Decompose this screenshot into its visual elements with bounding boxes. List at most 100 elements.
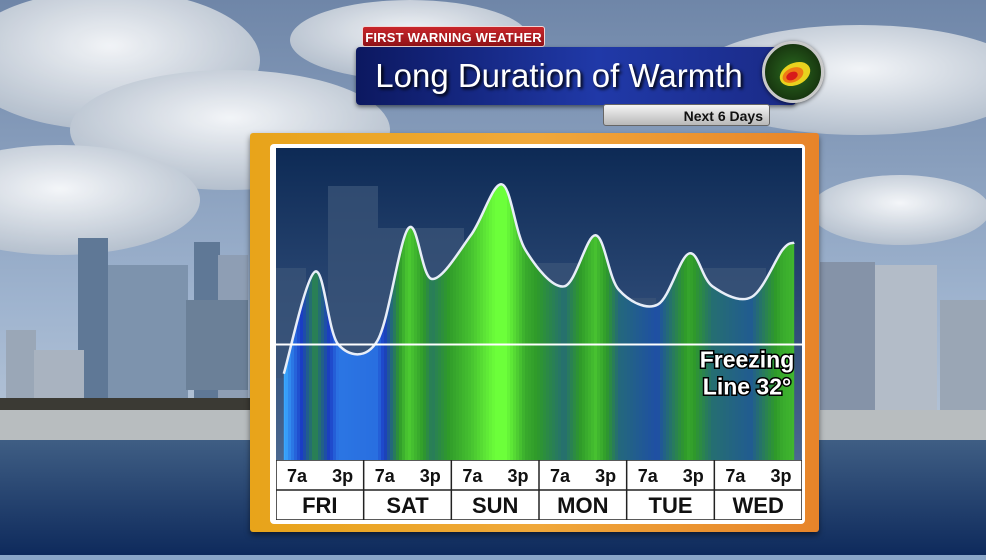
temperature-band: [555, 184, 559, 461]
temperature-band: [507, 184, 511, 461]
temperature-band: [759, 184, 763, 461]
temperature-band: [717, 184, 721, 461]
temperature-band: [426, 184, 430, 461]
temperature-band: [786, 184, 790, 461]
temperature-band: [444, 184, 448, 461]
temperature-band: [414, 184, 418, 461]
temperature-band: [753, 184, 757, 461]
temperature-band: [522, 184, 526, 461]
time-tick-label: 3p: [420, 466, 441, 486]
temperature-band: [600, 184, 604, 461]
temperature-band: [639, 184, 643, 461]
temperature-band: [432, 184, 436, 461]
temperature-band: [687, 184, 691, 461]
temperature-band: [324, 184, 328, 461]
temperature-band: [327, 184, 331, 461]
temperature-band: [411, 184, 415, 461]
temperature-band: [537, 184, 541, 461]
temperature-band: [654, 184, 658, 461]
temperature-band: [441, 184, 445, 461]
temperature-band: [579, 184, 583, 461]
page-title: Long Duration of Warmth: [375, 57, 743, 94]
temperature-band: [390, 184, 394, 461]
day-label: SUN: [472, 493, 518, 518]
temperature-band: [510, 184, 514, 461]
day-label: FRI: [302, 493, 337, 518]
temperature-band: [729, 184, 733, 461]
temperature-band: [636, 184, 640, 461]
temperature-band: [681, 184, 685, 461]
temperature-band: [768, 184, 772, 461]
temperature-band: [477, 184, 481, 461]
temperature-band: [438, 184, 442, 461]
temperature-band: [384, 184, 388, 461]
temperature-band: [567, 184, 571, 461]
time-tick-label: 7a: [462, 466, 483, 486]
subtitle-badge: Next 6 Days: [603, 104, 770, 126]
temperature-band: [447, 184, 451, 461]
day-label: TUE: [649, 493, 693, 518]
radar-logo-icon: [762, 41, 824, 103]
temperature-band: [408, 184, 412, 461]
temperature-band: [708, 184, 712, 461]
time-tick-label: 3p: [507, 466, 528, 486]
time-tick-label: 7a: [725, 466, 746, 486]
temperature-band: [711, 184, 715, 461]
temperature-band: [534, 184, 538, 461]
temperature-band: [660, 184, 664, 461]
temperature-band: [417, 184, 421, 461]
temperature-band: [561, 184, 565, 461]
temperature-band: [738, 184, 742, 461]
temperature-band: [297, 184, 301, 461]
time-tick-label: 3p: [770, 466, 791, 486]
temperature-band: [627, 184, 631, 461]
temperature-band: [678, 184, 682, 461]
freezing-label-line1: Freezing: [700, 347, 795, 373]
temperature-band: [573, 184, 577, 461]
temperature-band: [465, 184, 469, 461]
temperature-band: [726, 184, 730, 461]
temperature-band: [486, 184, 490, 461]
temperature-band: [633, 184, 637, 461]
time-tick-label: 3p: [595, 466, 616, 486]
temperature-band: [468, 184, 472, 461]
time-tick-label: 7a: [550, 466, 571, 486]
temperature-band: [393, 184, 397, 461]
temperature-band: [318, 184, 322, 461]
temperature-band: [546, 184, 550, 461]
temperature-band: [501, 184, 505, 461]
temperature-band: [744, 184, 748, 461]
temperature-band: [732, 184, 736, 461]
temperature-band: [774, 184, 778, 461]
time-tick-label: 3p: [683, 466, 704, 486]
temperature-band: [429, 184, 433, 461]
temperature-band: [474, 184, 478, 461]
temperature-band: [552, 184, 556, 461]
temperature-band: [684, 184, 688, 461]
temperature-band: [570, 184, 574, 461]
temperature-band: [648, 184, 652, 461]
temperature-band: [618, 184, 622, 461]
temperature-band: [321, 184, 325, 461]
temperature-band: [777, 184, 781, 461]
temperature-band: [705, 184, 709, 461]
temperature-band: [666, 184, 670, 461]
temperature-band: [453, 184, 457, 461]
temperature-band: [669, 184, 673, 461]
temperature-band: [576, 184, 580, 461]
temperature-band: [516, 184, 520, 461]
temperature-band: [525, 184, 529, 461]
temperature-band: [612, 184, 616, 461]
temperature-band: [495, 184, 499, 461]
temperature-band: [399, 184, 403, 461]
temperature-band: [450, 184, 454, 461]
time-tick-label: 7a: [287, 466, 308, 486]
temperature-band: [303, 184, 307, 461]
temperature-band: [606, 184, 610, 461]
temperature-band: [642, 184, 646, 461]
temperature-band: [531, 184, 535, 461]
temperature-band: [765, 184, 769, 461]
temperature-band: [651, 184, 655, 461]
temperature-band: [789, 184, 793, 461]
temperature-band: [405, 184, 409, 461]
